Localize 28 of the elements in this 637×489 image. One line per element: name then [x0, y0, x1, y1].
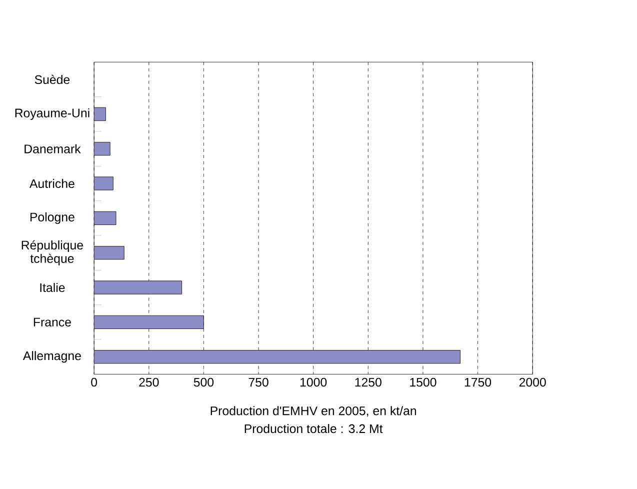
bar [94, 176, 114, 190]
x-tick-label: 1500 [410, 378, 436, 387]
y-tick-label: Autriche [29, 178, 74, 188]
x-tick-label: 1250 [355, 378, 382, 387]
x-tick-label: 250 [139, 378, 159, 387]
bar [94, 315, 204, 330]
x-axis-title: Production d'EMHV en 2005, en kt/an [210, 406, 416, 417]
y-tick-label: Suède [34, 74, 70, 84]
x-tick-label: 2000 [519, 378, 546, 387]
y-tick-label: Italie [40, 283, 65, 292]
y-tick-label: Allemagne [22, 351, 81, 363]
x-tick-label: 500 [194, 378, 214, 387]
bar [94, 246, 124, 260]
text: Production totale : 3.2 Mt [244, 424, 383, 434]
y-tick-label: France [34, 318, 71, 327]
bar [94, 142, 110, 156]
x-tick-label: 1000 [300, 378, 327, 387]
y-tick-label: Royaume-Uni [15, 108, 90, 120]
x-tick-label: 1750 [464, 378, 492, 387]
bar [94, 280, 182, 294]
x-tick-label: 0 [91, 378, 98, 387]
y-tick-label: Danemark [24, 144, 81, 154]
y-tick-label: République tchèque [22, 240, 83, 266]
bar [94, 211, 116, 226]
bar [94, 108, 106, 121]
y-tick-label: Pologne [30, 212, 74, 224]
x-tick-label: 750 [248, 378, 268, 387]
bar [94, 350, 460, 364]
